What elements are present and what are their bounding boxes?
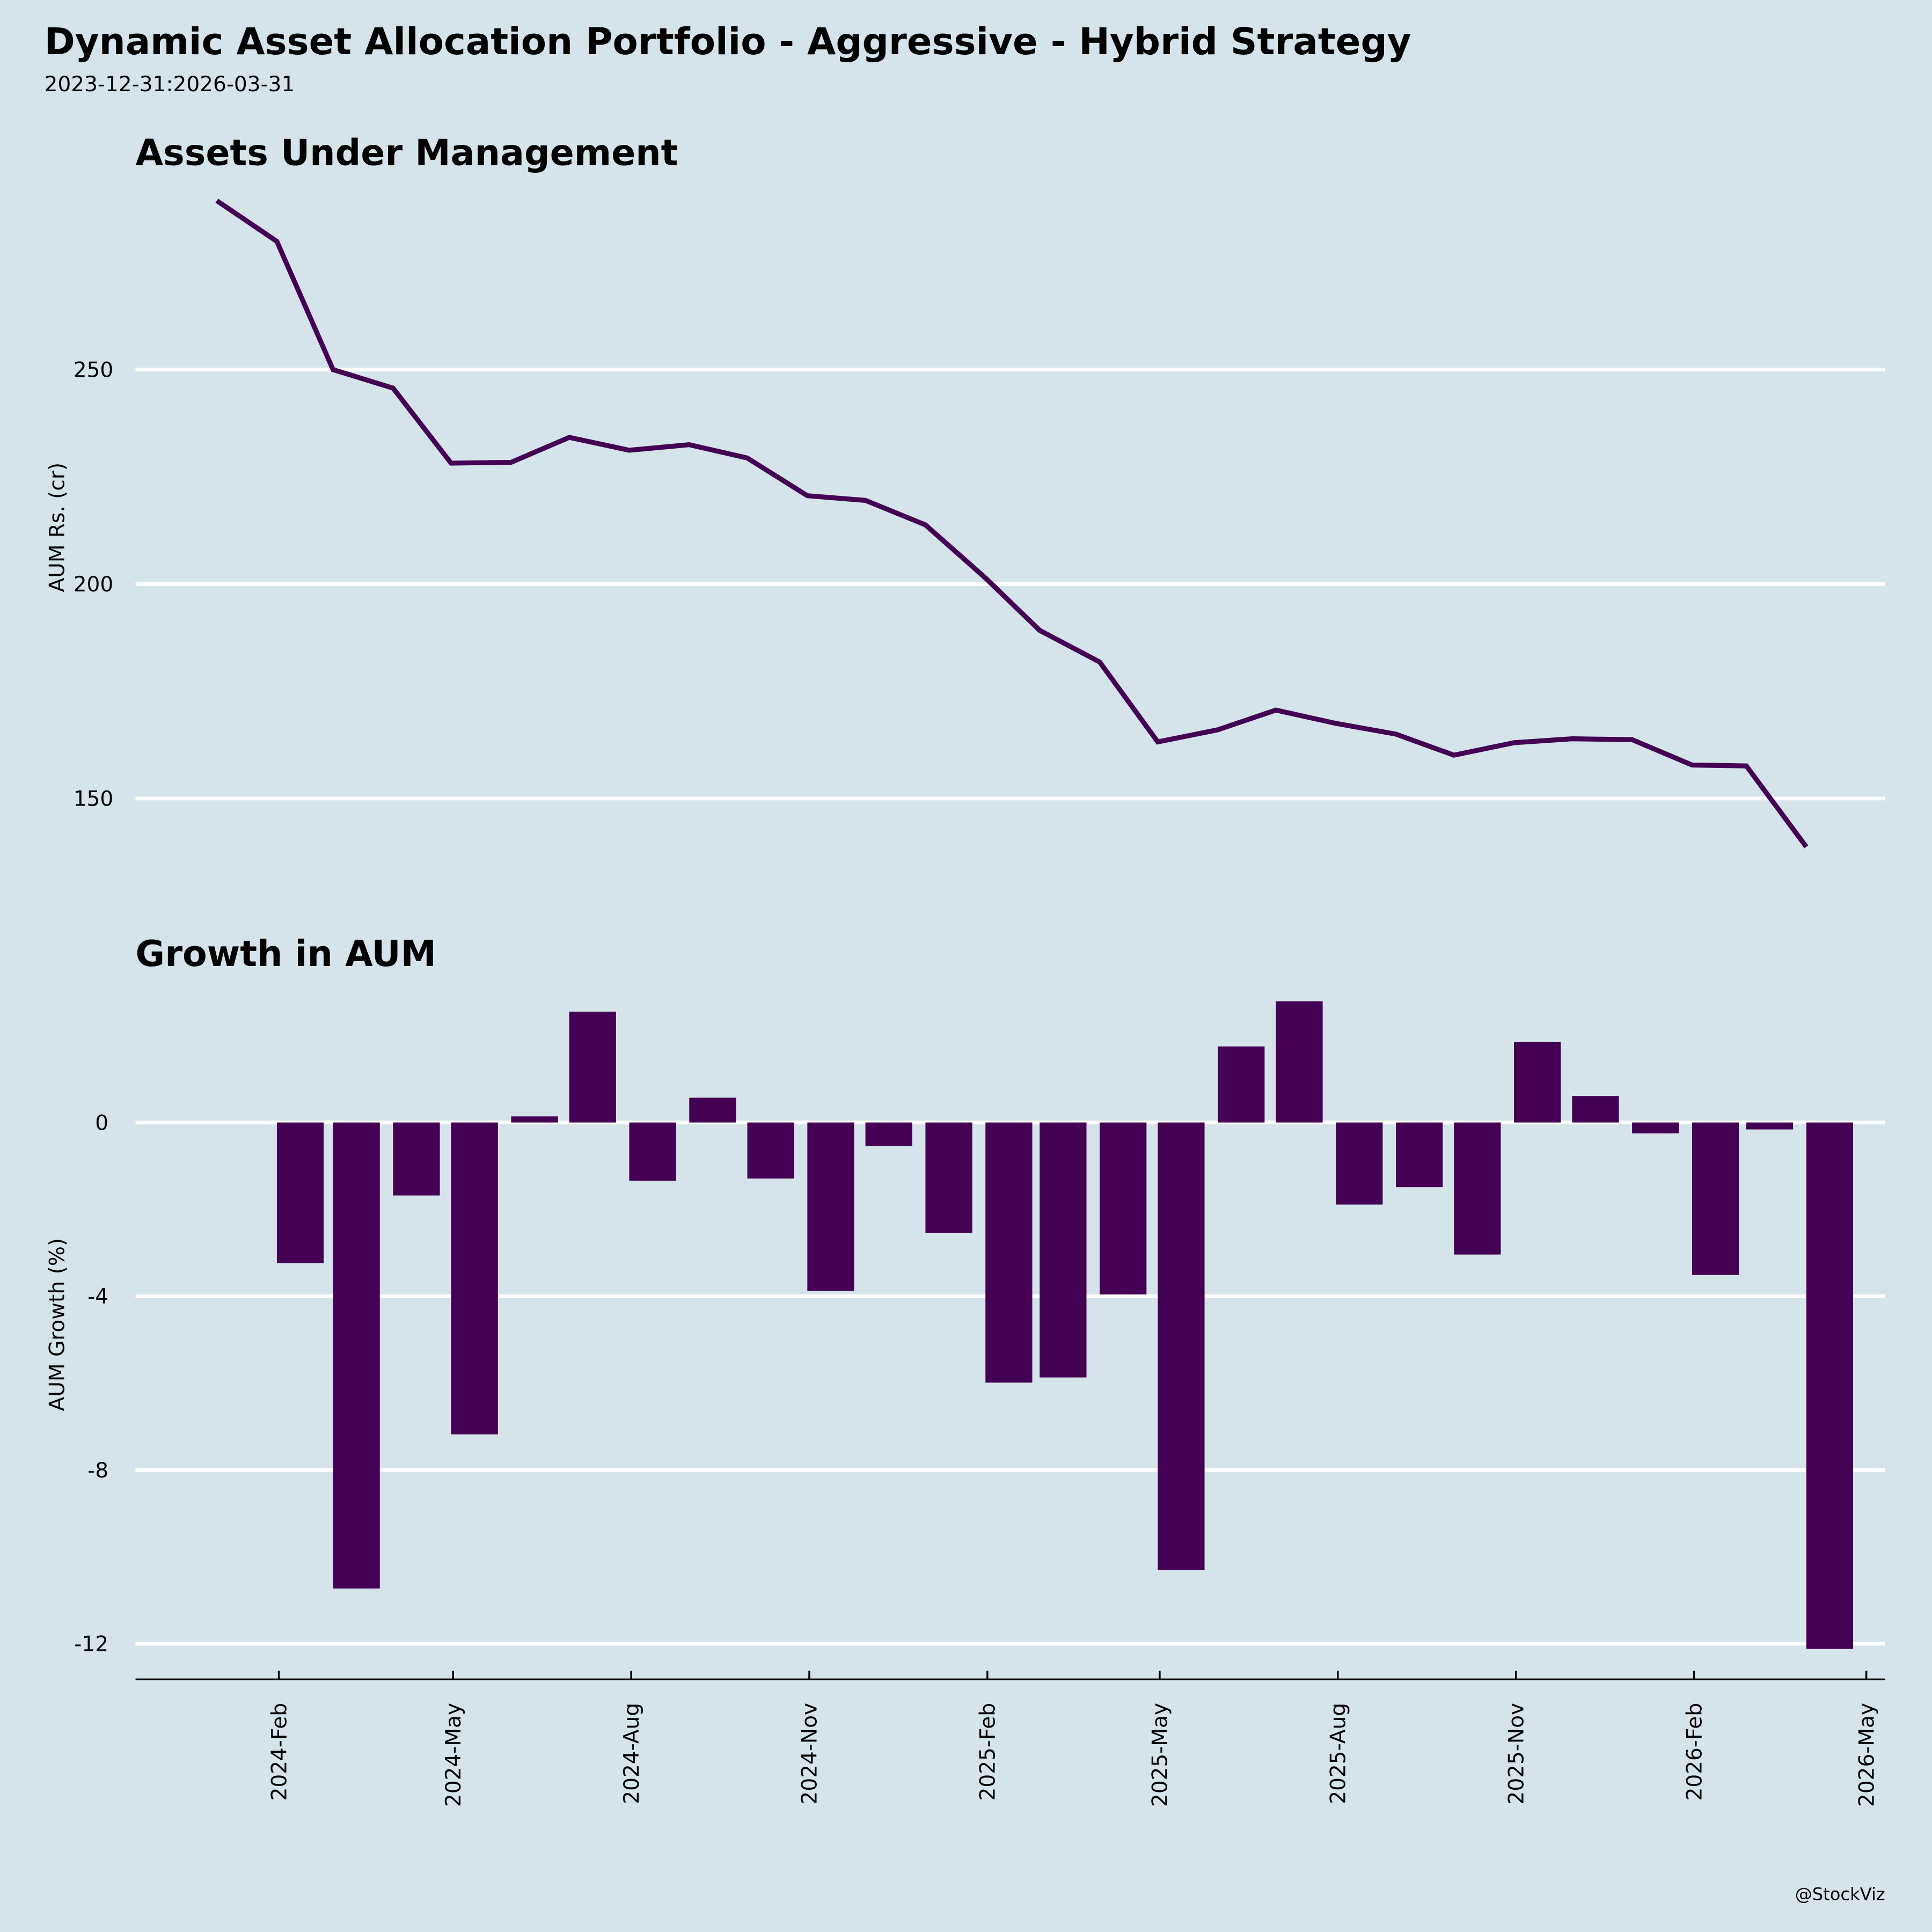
growth-bar <box>1632 1122 1679 1133</box>
growth-bar <box>1514 1042 1561 1123</box>
x-tick-label: 2025-Feb <box>976 1703 1000 1801</box>
x-ticks: 2024-Feb 2024-May 2024-Aug 2024-Nov 2025-Feb… <box>267 1671 1879 1807</box>
x-tick-label: 2024-Aug <box>620 1703 644 1804</box>
growth-bar <box>1572 1096 1619 1123</box>
x-tick-label: 2025-Nov <box>1504 1703 1528 1805</box>
growth-bar <box>1100 1122 1147 1295</box>
aum-y-tick-labels: 150 200 250 <box>74 358 113 811</box>
x-tick-label: 2025-May <box>1148 1703 1173 1807</box>
growth-bar <box>925 1122 972 1233</box>
growth-bar <box>1746 1122 1794 1130</box>
growth-y-axis-label: AUM Growth (%) <box>45 1238 69 1411</box>
page-title: Dynamic Asset Allocation Portfolio - Agg… <box>45 20 1411 63</box>
growth-panel-title: Growth in AUM <box>136 933 436 975</box>
growth-bars <box>276 1001 1854 1649</box>
x-tick-label: 2024-May <box>442 1703 466 1807</box>
growth-bar <box>1218 1046 1265 1123</box>
x-tick-label: 2026-Feb <box>1682 1703 1707 1801</box>
growth-bar <box>1276 1001 1323 1123</box>
growth-bar <box>393 1122 440 1196</box>
growth-y-tick-label: 0 <box>95 1111 108 1135</box>
growth-y-tick-label: -4 <box>87 1285 108 1309</box>
footer-credit: @StockViz <box>1795 1884 1885 1904</box>
x-tick-label: 2024-Nov <box>798 1703 822 1805</box>
growth-bar <box>1692 1122 1739 1275</box>
aum-y-tick-label: 150 <box>74 787 113 811</box>
x-tick-label: 2026-May <box>1855 1703 1879 1807</box>
growth-y-tick-labels: 0 -4 -8 -12 <box>74 1111 108 1656</box>
aum-panel: Assets Under Management 150 200 250 AUM Rs… <box>45 132 1885 848</box>
aum-y-tick-label: 250 <box>74 358 113 383</box>
date-range-subtitle: 2023-12-31:2026-03-31 <box>45 72 295 97</box>
growth-bar <box>629 1122 676 1181</box>
growth-bar <box>451 1122 498 1435</box>
growth-bar <box>689 1097 736 1123</box>
growth-bar <box>1336 1122 1383 1205</box>
growth-bar <box>807 1122 854 1291</box>
aum-y-axis-label: AUM Rs. (cr) <box>45 463 69 592</box>
growth-bar <box>569 1012 616 1123</box>
growth-bar <box>511 1116 558 1123</box>
growth-bar <box>276 1122 324 1263</box>
aum-line-series <box>215 199 1809 848</box>
aum-panel-title: Assets Under Management <box>136 132 678 174</box>
growth-bar <box>1040 1122 1087 1378</box>
growth-panel: Growth in AUM 0 -4 -8 -12 AUM Growth (%) 20… <box>45 933 1885 1807</box>
growth-bar <box>333 1122 380 1589</box>
growth-bar <box>1454 1122 1501 1255</box>
growth-bar <box>865 1122 912 1146</box>
growth-bar <box>985 1122 1033 1383</box>
growth-bar <box>1158 1122 1205 1570</box>
growth-y-tick-label: -12 <box>74 1633 108 1657</box>
aum-y-tick-label: 200 <box>74 573 113 597</box>
x-tick-label: 2024-Feb <box>267 1703 291 1801</box>
growth-bar <box>1806 1122 1854 1649</box>
growth-y-tick-label: -8 <box>87 1459 108 1483</box>
aum-gridlines <box>135 368 1885 801</box>
x-tick-label: 2025-Aug <box>1327 1703 1351 1804</box>
growth-bar <box>747 1122 794 1179</box>
growth-bar <box>1396 1122 1443 1188</box>
